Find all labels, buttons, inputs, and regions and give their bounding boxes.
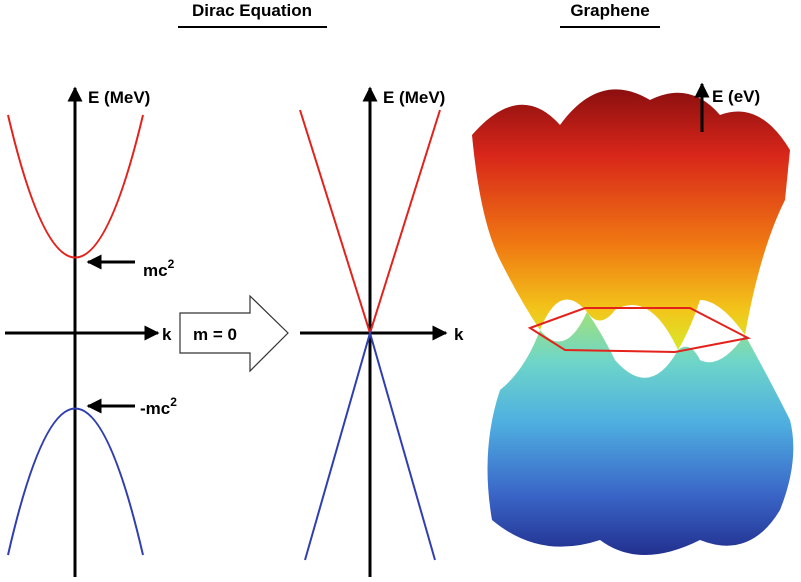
transition-label: m = 0 (193, 325, 237, 344)
mass-label: mc2 (143, 257, 175, 280)
figure: Dirac Equation Graphene E (MeV) k mc2 -m… (0, 0, 801, 577)
axis-label: k (454, 325, 464, 344)
label-base: -mc (140, 399, 170, 418)
axis-label: E (MeV) (383, 88, 445, 107)
label-base: mc (143, 261, 168, 280)
mass-label: -mc2 (140, 395, 177, 418)
axis-label: E (MeV) (88, 88, 150, 107)
massive-panel: E (MeV) k mc2 -mc2 (5, 88, 177, 577)
graphene-surface: E (eV) (472, 84, 793, 555)
massless-panel: E (MeV) k (300, 88, 464, 577)
axis-label: k (162, 325, 172, 344)
axis-label: E (eV) (712, 87, 760, 106)
valence-band (488, 312, 794, 555)
label-sup: 2 (168, 257, 175, 271)
label-sup: 2 (170, 395, 177, 409)
title-right: Graphene (570, 1, 649, 20)
title-left: Dirac Equation (192, 1, 312, 20)
conduction-band (472, 89, 790, 350)
